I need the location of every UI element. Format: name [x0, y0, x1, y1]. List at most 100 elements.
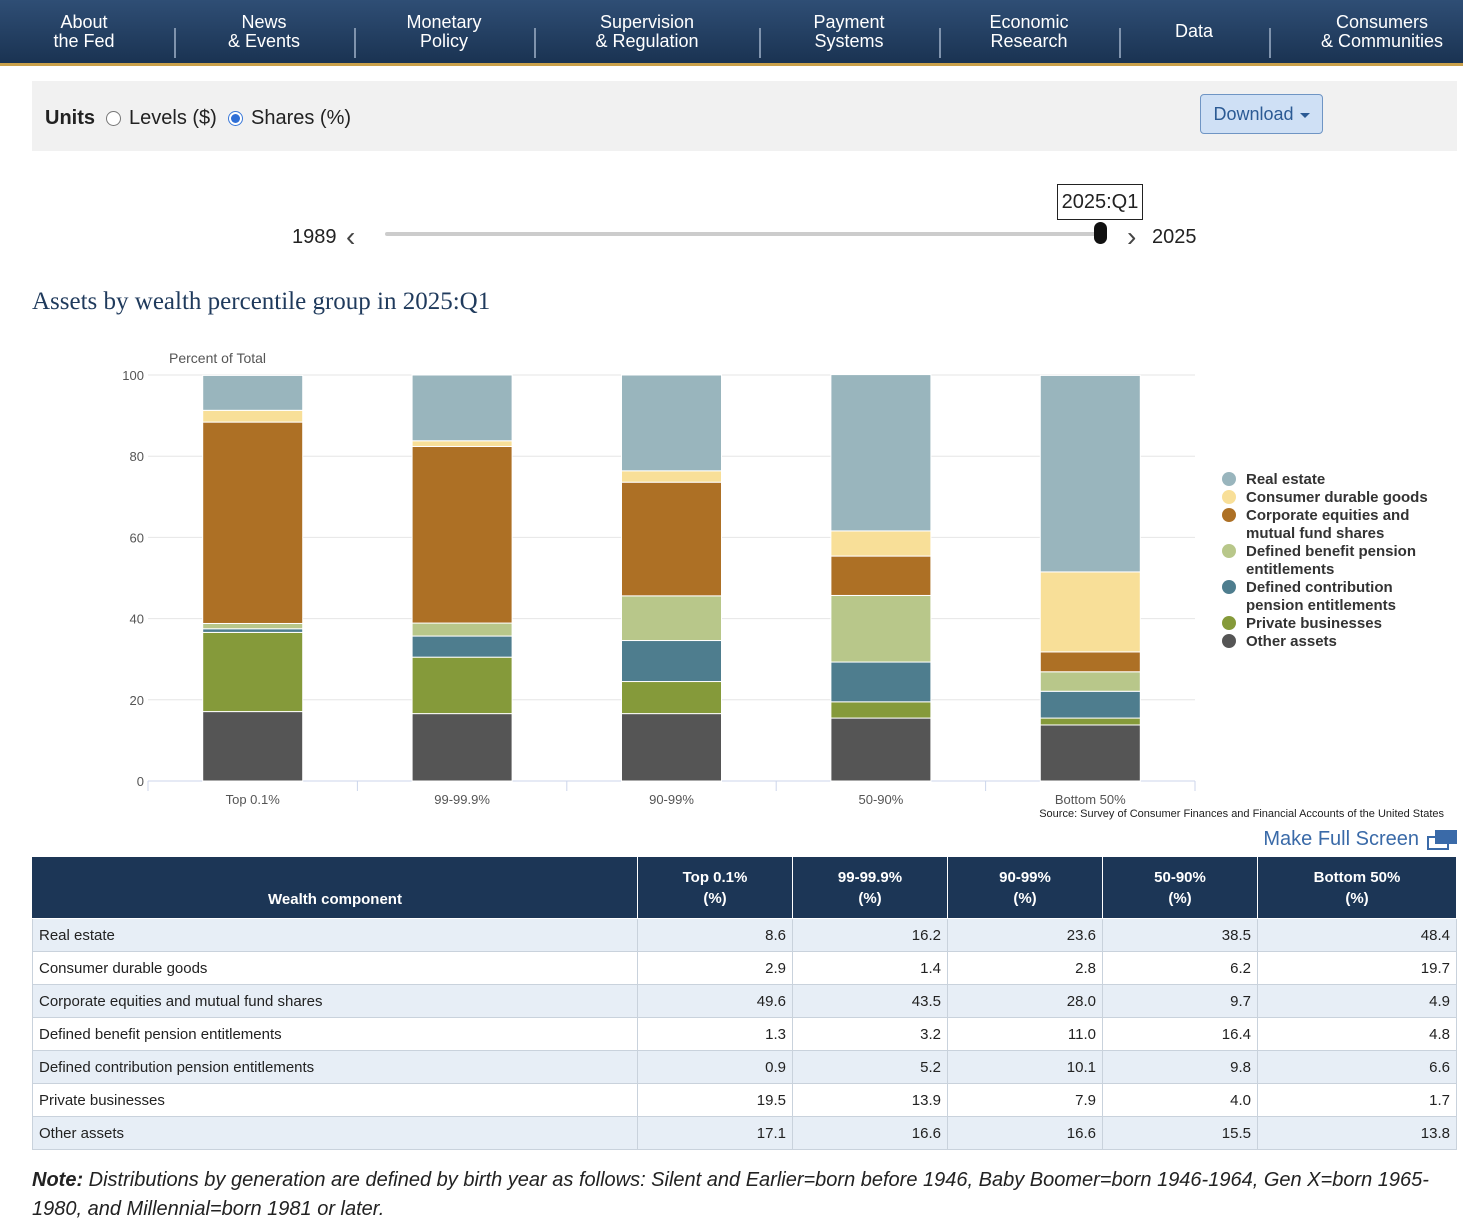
bar-segment[interactable] — [621, 713, 722, 782]
column-header[interactable]: 90-99% (%) — [947, 856, 1103, 919]
x-tick-label: 99-99.9% — [434, 792, 490, 807]
table-cell: Corporate equities and mutual fund share… — [32, 984, 638, 1018]
table-cell: 13.9 — [792, 1083, 948, 1117]
nav-monetary-policy[interactable]: Monetary Policy — [406, 11, 482, 51]
nav-separator — [759, 28, 761, 58]
table-row: Consumer durable goods 2.9 1.4 2.8 6.2 1… — [32, 951, 1457, 985]
legend-item[interactable]: Defined benefit pension entitlements — [1222, 543, 1452, 579]
units-shares-radio[interactable]: Shares (%) — [228, 107, 351, 130]
y-tick-label: 60 — [130, 530, 144, 545]
legend-item[interactable]: Real estate — [1222, 471, 1452, 489]
nav-separator — [174, 28, 176, 58]
bar-segment[interactable] — [202, 421, 304, 624]
bar-segment[interactable] — [411, 622, 513, 637]
column-header[interactable]: 99-99.9% (%) — [792, 856, 948, 919]
legend-label: Other assets — [1246, 633, 1337, 650]
bar-segment[interactable] — [621, 481, 722, 597]
bar-segment[interactable] — [411, 635, 513, 658]
bar-segment[interactable] — [1039, 690, 1141, 719]
bar-segment[interactable] — [621, 470, 722, 483]
nav-data[interactable]: Data — [1174, 21, 1214, 41]
column-header[interactable]: Wealth component — [32, 856, 638, 919]
bar-segment[interactable] — [411, 440, 513, 447]
legend-item[interactable]: Consumer durable goods — [1222, 489, 1452, 507]
table-cell: Defined contribution pension entitlement… — [32, 1050, 638, 1084]
bar-segment[interactable] — [1039, 671, 1141, 692]
units-levels-radio[interactable]: Levels ($) — [106, 107, 217, 130]
bar-segment[interactable] — [830, 374, 932, 532]
bar-segment[interactable] — [830, 555, 932, 596]
table-cell: 48.4 — [1257, 918, 1457, 952]
nav-news-events[interactable]: News & Events — [227, 11, 301, 51]
page-title: Assets by wealth percentile group in 202… — [32, 288, 491, 315]
bar-segment[interactable] — [202, 409, 304, 423]
bar-segment[interactable] — [830, 717, 932, 782]
chevron-right-icon[interactable]: › — [1127, 221, 1137, 252]
nav-supervision-regulation[interactable]: Supervision & Regulation — [595, 11, 699, 51]
legend-label: Defined benefit pension entitlements — [1246, 543, 1417, 578]
bar-segment[interactable] — [411, 374, 513, 442]
bar-segment[interactable] — [1039, 724, 1141, 782]
legend-item[interactable]: Private businesses — [1222, 615, 1452, 633]
bar-segment[interactable] — [202, 711, 304, 782]
bar-segment[interactable] — [411, 656, 513, 715]
full-screen-label: Make Full Screen — [1263, 828, 1419, 850]
table-row: Defined benefit pension entitlements 1.3… — [32, 1017, 1457, 1051]
bar-segment[interactable] — [411, 445, 513, 624]
table-cell: 9.8 — [1102, 1050, 1258, 1084]
bar-segment[interactable] — [621, 681, 722, 715]
chevron-left-icon[interactable]: ‹ — [346, 221, 356, 252]
bar-segment[interactable] — [202, 631, 304, 713]
bar-segment[interactable] — [1039, 651, 1141, 673]
nav-payment-systems[interactable]: Payment Systems — [813, 11, 885, 51]
nav-separator — [1119, 28, 1121, 58]
legend-dot-icon — [1222, 544, 1236, 558]
bar-segment[interactable] — [621, 595, 722, 642]
radio-unchecked-icon[interactable] — [106, 111, 121, 126]
y-tick-label: 100 — [122, 368, 144, 383]
bar-segment[interactable] — [830, 594, 932, 663]
bar-segment[interactable] — [1039, 717, 1141, 726]
table-cell: Private businesses — [32, 1083, 638, 1117]
bar-segment[interactable] — [411, 713, 513, 782]
bar-segment[interactable] — [202, 628, 304, 633]
legend-item[interactable]: Defined contribution pension entitlement… — [1222, 579, 1452, 615]
radio-checked-icon[interactable] — [228, 111, 243, 126]
bar-segment[interactable] — [621, 374, 722, 472]
bar-segment[interactable] — [202, 622, 304, 630]
table-cell: Defined benefit pension entitlements — [32, 1017, 638, 1051]
table-cell: Real estate — [32, 918, 638, 952]
nav-separator — [939, 28, 941, 58]
table-cell: 23.6 — [947, 918, 1103, 952]
slider-tooltip: 2025:Q1 — [1057, 184, 1143, 220]
make-full-screen-link[interactable]: Make Full Screen — [1263, 828, 1457, 851]
download-button[interactable]: Download — [1200, 94, 1323, 134]
bar-segment[interactable] — [1039, 571, 1141, 653]
bar-segment[interactable] — [830, 661, 932, 703]
legend-label: Corporate equities and mutual fund share… — [1246, 507, 1410, 542]
table-row: Other assets 17.1 16.6 16.6 15.5 13.8 — [32, 1116, 1457, 1150]
bar-segment[interactable] — [1039, 374, 1141, 573]
bar-segment[interactable] — [621, 640, 722, 683]
bar-segment[interactable] — [830, 530, 932, 557]
table-row: Real estate 8.6 16.2 23.6 38.5 48.4 — [32, 918, 1457, 952]
nav-about-the-fed[interactable]: About the Fed — [53, 11, 115, 51]
column-header[interactable]: Bottom 50% (%) — [1257, 856, 1457, 919]
legend-item[interactable]: Other assets — [1222, 633, 1452, 651]
year-slider-handle[interactable] — [1093, 222, 1107, 244]
table-cell: 3.2 — [792, 1017, 948, 1051]
column-header[interactable]: 50-90% (%) — [1102, 856, 1258, 919]
legend-item[interactable]: Corporate equities and mutual fund share… — [1222, 507, 1452, 543]
table-cell: 2.8 — [947, 951, 1103, 985]
column-header[interactable]: Top 0.1% (%) — [637, 856, 793, 919]
note-text: Distributions by generation are defined … — [32, 1169, 1429, 1220]
nav-consumers-communities[interactable]: Consumers & Communities — [1320, 11, 1444, 51]
bar-segment[interactable] — [202, 374, 304, 411]
bar-segment[interactable] — [830, 701, 932, 719]
year-slider-track[interactable] — [385, 232, 1107, 236]
legend-dot-icon — [1222, 616, 1236, 630]
units-shares-label: Shares (%) — [251, 107, 352, 129]
chart-legend: Real estate Consumer durable goods Corpo… — [1222, 471, 1452, 651]
nav-economic-research[interactable]: Economic Research — [989, 11, 1069, 51]
table-cell: 28.0 — [947, 984, 1103, 1018]
